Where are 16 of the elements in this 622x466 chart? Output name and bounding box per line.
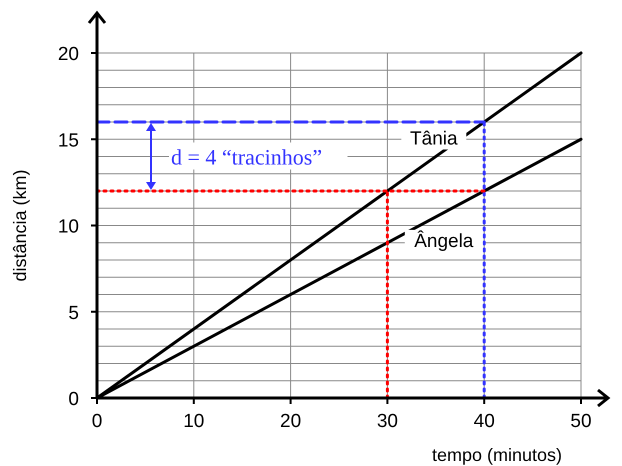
x-tick-label: 10: [183, 411, 204, 432]
x-tick-label: 20: [280, 411, 302, 432]
y-tick-label: 5: [68, 302, 79, 324]
y-tick-label: 20: [58, 44, 79, 65]
x-tick-label: 30: [376, 411, 398, 432]
series-label: Ângela: [414, 230, 474, 252]
x-axis-title: tempo (minutos): [432, 445, 562, 465]
series-label: Tânia: [410, 128, 458, 150]
y-tick-label: 0: [68, 389, 79, 410]
x-tick-label: 0: [92, 411, 102, 432]
y-tick-label: 10: [58, 216, 79, 238]
y-axis-title: distância (km): [10, 169, 30, 282]
y-tick-label: 15: [58, 130, 79, 152]
x-tick-label: 40: [474, 411, 495, 432]
x-tick-label: 50: [570, 411, 592, 432]
annotation: d = 4 “tracinhos”: [171, 144, 322, 170]
